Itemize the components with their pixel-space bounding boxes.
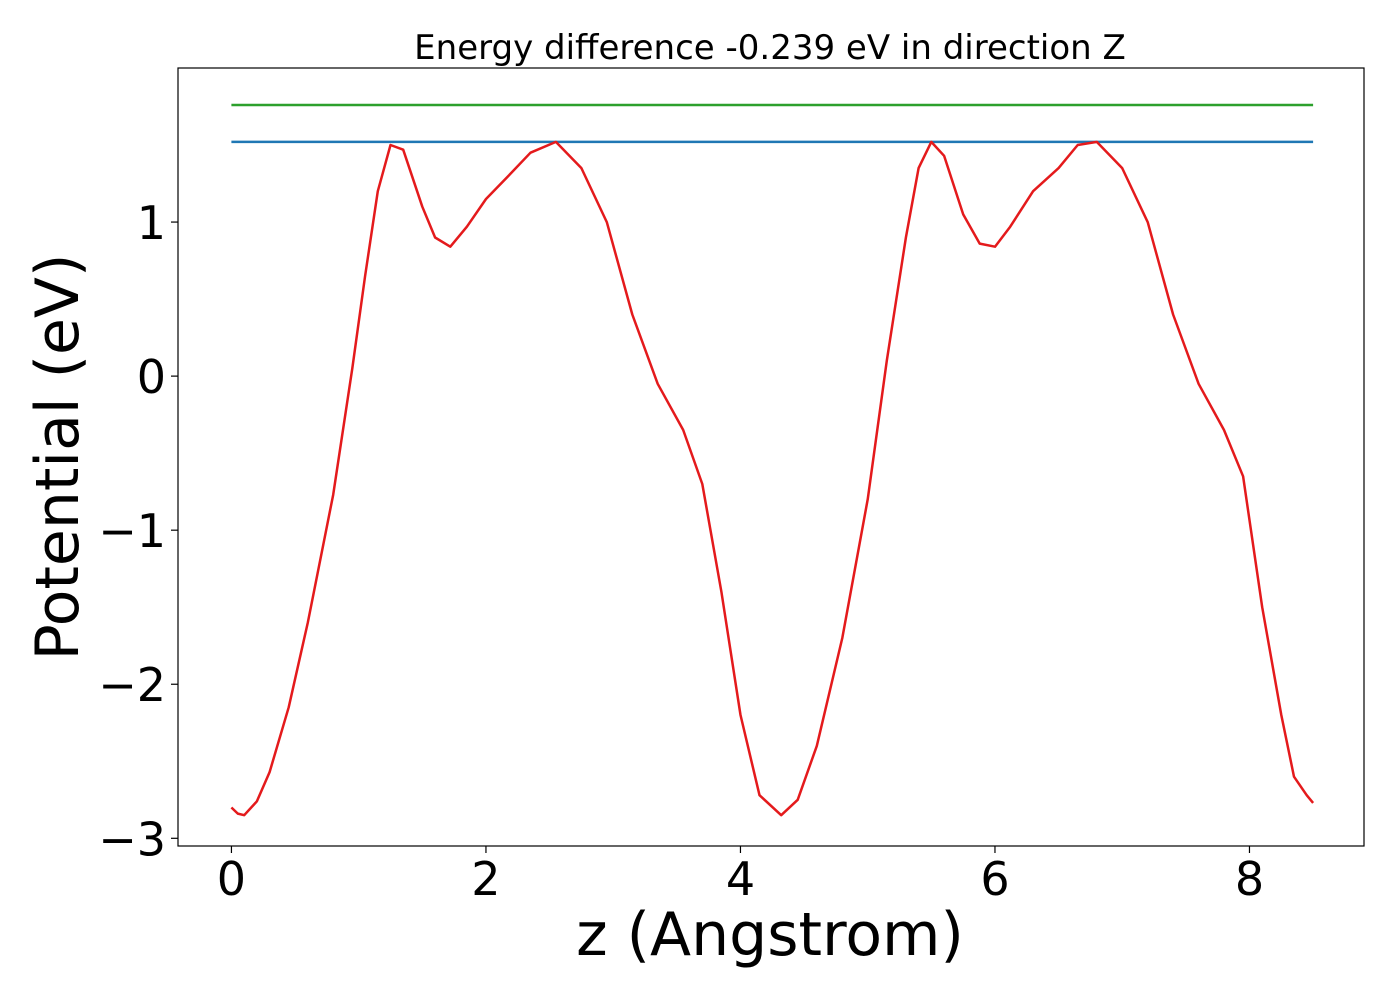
y-axis-label: Potential (eV) bbox=[23, 254, 93, 661]
x-tick-label: 2 bbox=[471, 852, 500, 906]
y-tick-label: −2 bbox=[98, 658, 166, 712]
x-axis-ticks: 0 2 4 6 8 bbox=[217, 846, 1264, 906]
x-tick-label: 0 bbox=[217, 852, 246, 906]
y-tick-label: −1 bbox=[98, 504, 166, 558]
x-axis-label: z (Angstrom) bbox=[576, 900, 964, 970]
chart-title: Energy difference -0.239 eV in direction… bbox=[414, 28, 1126, 68]
y-axis-ticks: 1 0 −1 −2 −3 bbox=[98, 196, 178, 866]
x-tick-label: 4 bbox=[726, 852, 755, 906]
y-tick-label: 0 bbox=[137, 350, 166, 404]
series-layer bbox=[230, 103, 1315, 817]
plot-frame bbox=[177, 67, 1365, 847]
y-tick-label: −3 bbox=[98, 812, 166, 866]
series-line-3 bbox=[230, 140, 1315, 817]
x-tick-label: 6 bbox=[980, 852, 1009, 906]
y-tick-label: 1 bbox=[137, 196, 166, 250]
x-tick-label: 8 bbox=[1235, 852, 1264, 906]
